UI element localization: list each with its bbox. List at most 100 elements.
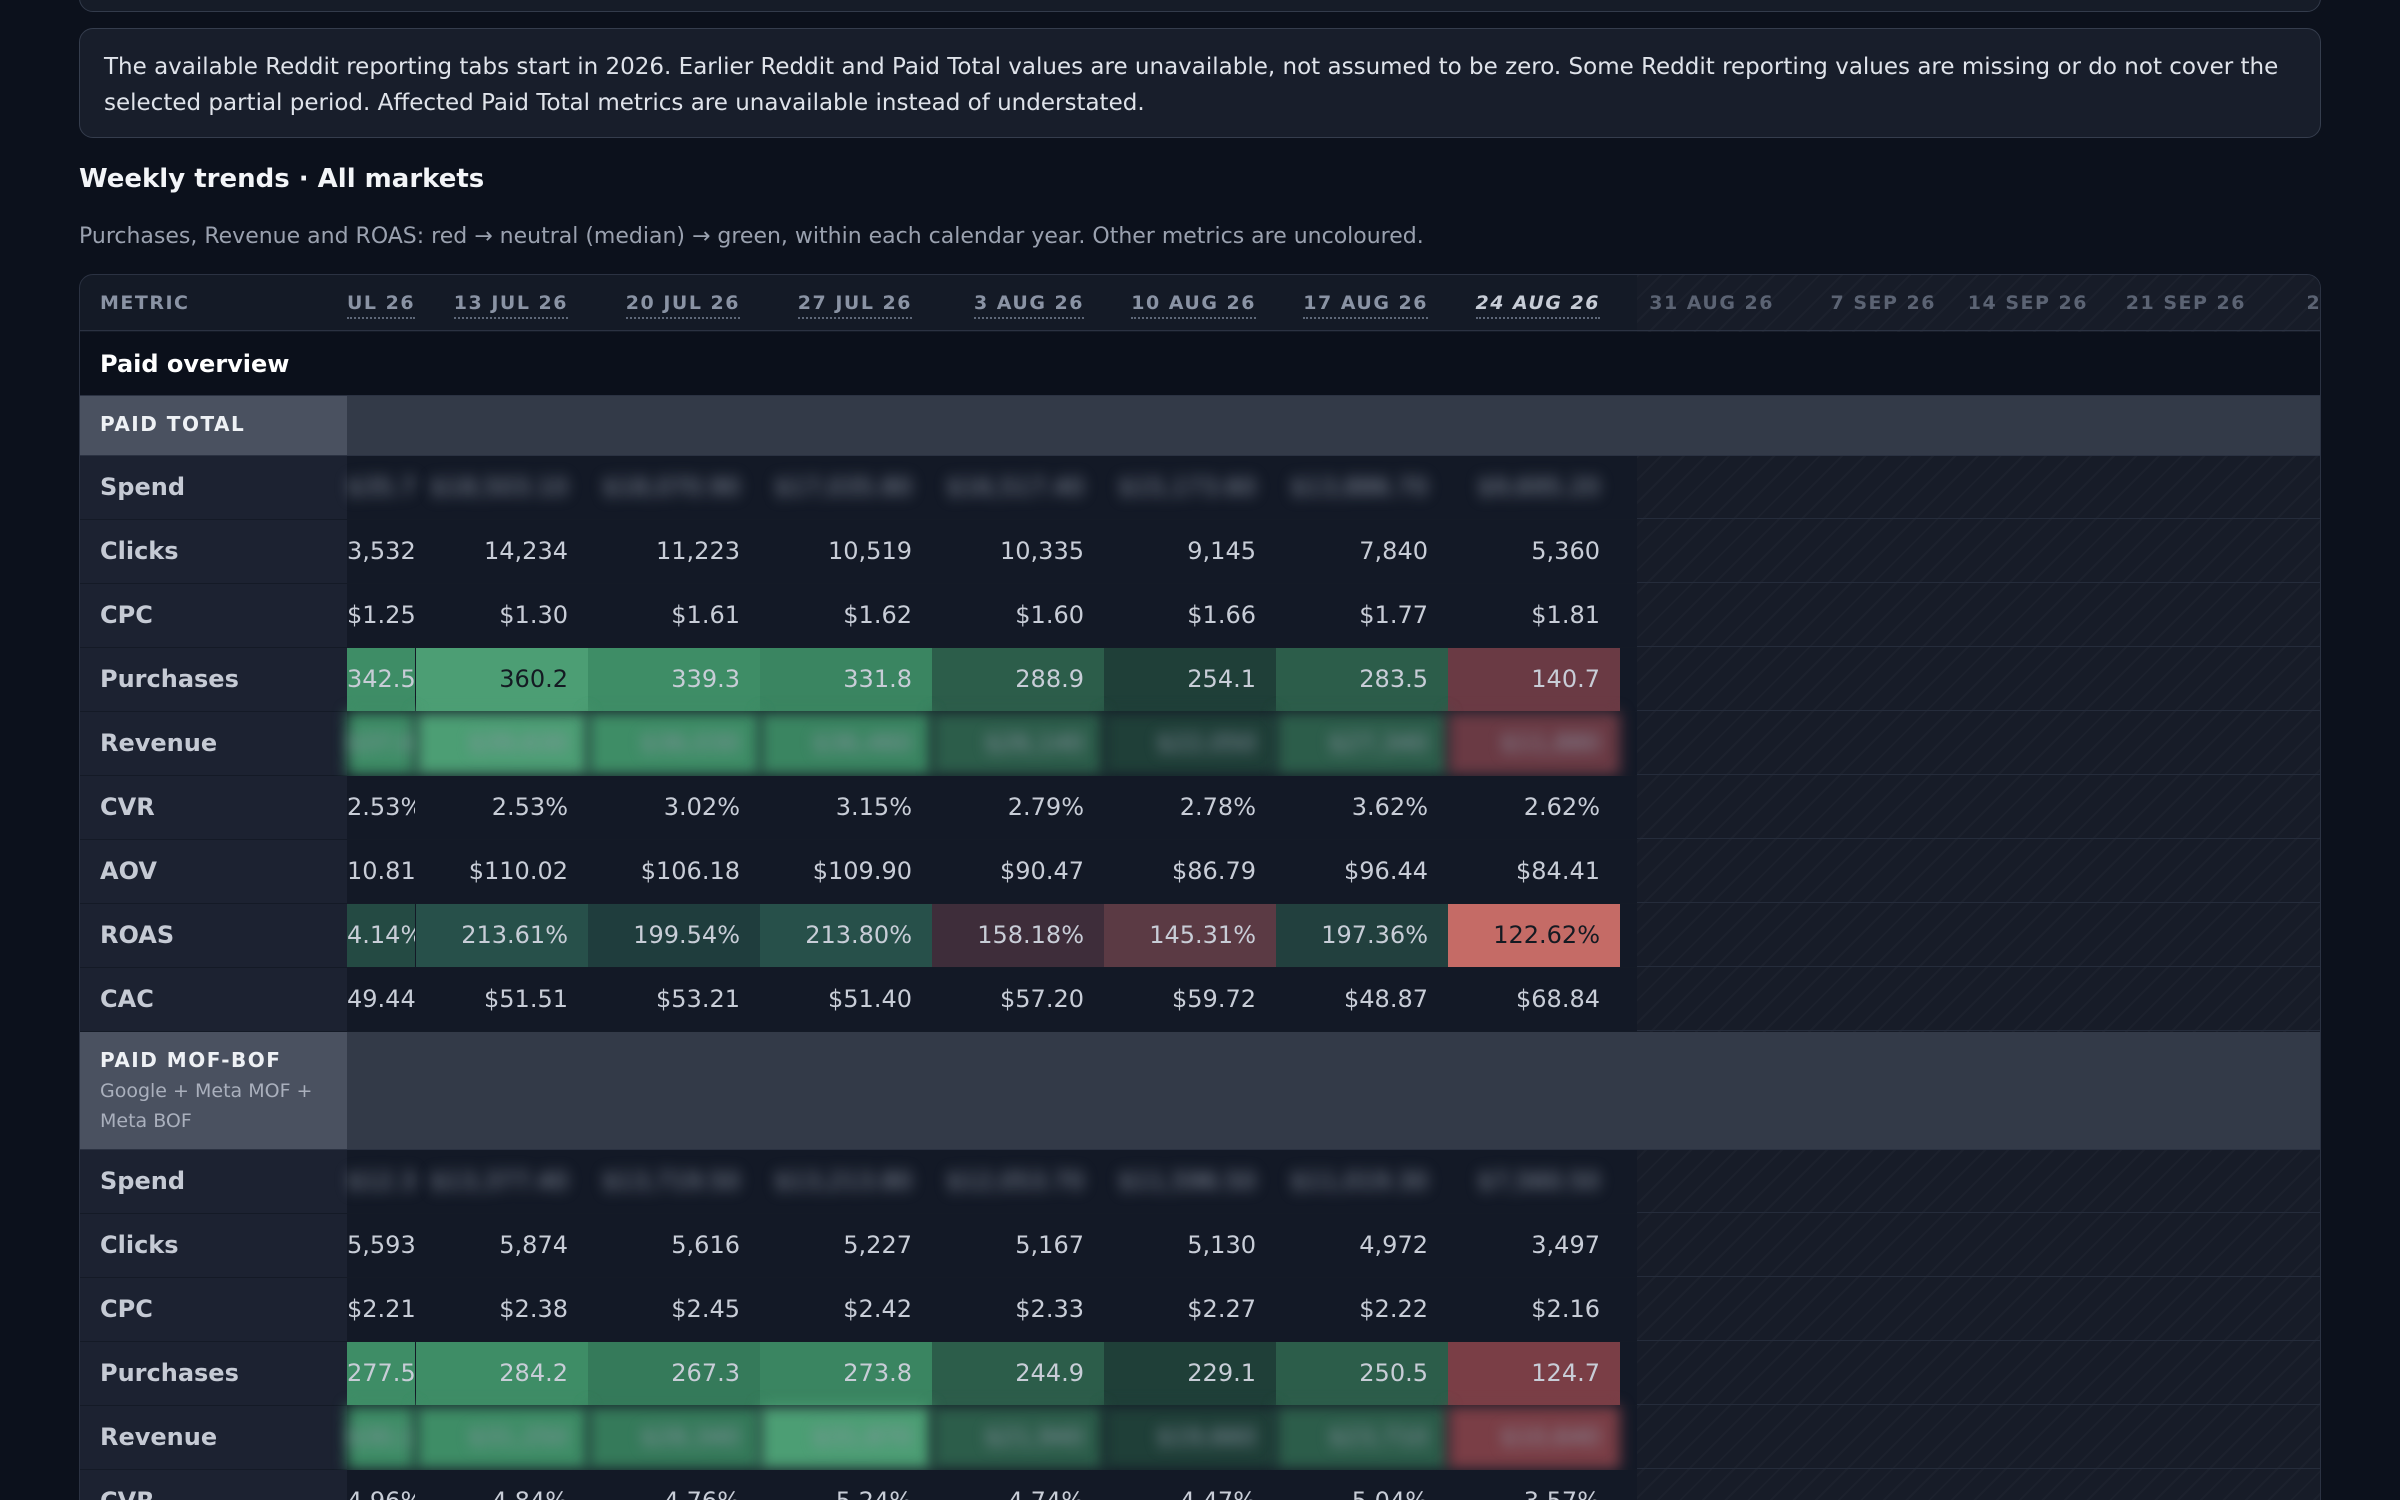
- value-cell[interactable]: 3.15%: [835, 793, 912, 821]
- value-cell[interactable]: $86.79: [1172, 857, 1256, 885]
- week-header-11[interactable]: 21 SEP 26: [2094, 275, 2266, 331]
- value-cell[interactable]: $51.40: [828, 985, 912, 1013]
- value-cell[interactable]: 4.84%: [416, 1470, 588, 1500]
- value-cell[interactable]: 342.5: [347, 665, 415, 693]
- week-header-9[interactable]: 7 SEP 26: [1784, 275, 1956, 331]
- value-cell[interactable]: $1.30: [499, 601, 568, 629]
- value-cell[interactable]: 254.1: [1187, 665, 1256, 693]
- value-cell[interactable]: 11,223: [656, 537, 740, 565]
- value-cell[interactable]: 213.80%: [805, 921, 912, 949]
- value-cell[interactable]: 331.8: [843, 665, 912, 693]
- value-cell[interactable]: 10,335: [1000, 537, 1084, 565]
- value-cell[interactable]: 140.7: [1531, 665, 1600, 693]
- value-cell[interactable]: 2.53%: [491, 793, 568, 821]
- value-cell[interactable]: $31,870: [812, 1423, 912, 1451]
- value-cell[interactable]: $2.33: [1015, 1295, 1084, 1323]
- value-cell[interactable]: 3.62%: [1351, 793, 1428, 821]
- value-cell[interactable]: $22,050: [1156, 729, 1256, 757]
- value-cell[interactable]: 5,227: [843, 1231, 912, 1259]
- value-cell[interactable]: $110.02: [468, 857, 568, 885]
- value-cell[interactable]: 229.1: [1187, 1359, 1256, 1387]
- value-cell[interactable]: $2.21: [347, 1295, 415, 1323]
- value-cell[interactable]: 14,234: [484, 537, 568, 565]
- value-cell[interactable]: 3.57%: [1448, 1470, 1620, 1500]
- value-cell[interactable]: 277.5: [347, 1359, 415, 1387]
- value-cell[interactable]: 9,145: [1187, 537, 1256, 565]
- value-cell[interactable]: $1.81: [1531, 601, 1600, 629]
- value-cell[interactable]: $109.90: [812, 857, 912, 885]
- value-cell[interactable]: 2.79%: [1007, 793, 1084, 821]
- value-cell[interactable]: $1.60: [1015, 601, 1084, 629]
- value-cell[interactable]: $30,150: [347, 1423, 415, 1451]
- value-cell[interactable]: 5,874: [499, 1231, 568, 1259]
- value-cell[interactable]: $21,940: [984, 1423, 1084, 1451]
- value-cell[interactable]: $11,596.50: [1118, 1167, 1256, 1195]
- value-cell[interactable]: 283.5: [1359, 665, 1428, 693]
- value-cell[interactable]: 4.96%: [347, 1470, 415, 1500]
- value-cell[interactable]: 250.5: [1359, 1359, 1428, 1387]
- value-cell[interactable]: 10.81: [347, 857, 415, 885]
- value-cell[interactable]: $2.27: [1187, 1295, 1256, 1323]
- value-cell[interactable]: 213.61%: [461, 921, 568, 949]
- value-cell[interactable]: $27,340: [1328, 729, 1428, 757]
- value-cell[interactable]: 145.31%: [1149, 921, 1256, 949]
- value-cell[interactable]: 3,532: [347, 537, 415, 565]
- week-header-5[interactable]: 10 AUG 26: [1104, 275, 1276, 331]
- value-cell[interactable]: 124.7: [1531, 1359, 1600, 1387]
- value-cell[interactable]: $106.18: [640, 857, 740, 885]
- value-cell[interactable]: $68.84: [1516, 985, 1600, 1013]
- value-cell[interactable]: 5,167: [1015, 1231, 1084, 1259]
- value-cell[interactable]: $18,070.90: [602, 473, 740, 501]
- value-cell[interactable]: 7,840: [1359, 537, 1428, 565]
- value-cell[interactable]: $90.47: [1000, 857, 1084, 885]
- value-cell[interactable]: $13,719.50: [602, 1167, 740, 1195]
- value-cell[interactable]: 10,519: [828, 537, 912, 565]
- value-cell[interactable]: $1.25: [347, 601, 415, 629]
- value-cell[interactable]: $39,630: [468, 729, 568, 757]
- value-cell[interactable]: $51.51: [484, 985, 568, 1013]
- week-header-10[interactable]: 14 SEP 26: [1936, 275, 2108, 331]
- value-cell[interactable]: 5,593: [347, 1231, 415, 1259]
- value-cell[interactable]: $2.16: [1531, 1295, 1600, 1323]
- value-cell[interactable]: $37,640: [347, 729, 415, 757]
- value-cell[interactable]: $31,250: [468, 1423, 568, 1451]
- week-header-2[interactable]: 20 JUL 26: [588, 275, 760, 331]
- value-cell[interactable]: $36,030: [640, 729, 740, 757]
- value-cell[interactable]: $57.20: [1000, 985, 1084, 1013]
- value-cell[interactable]: 284.2: [499, 1359, 568, 1387]
- value-cell[interactable]: 267.3: [671, 1359, 740, 1387]
- value-cell[interactable]: $18,503.10: [430, 473, 568, 501]
- value-cell[interactable]: 4.14%: [347, 921, 415, 949]
- value-cell[interactable]: 197.36%: [1321, 921, 1428, 949]
- value-cell[interactable]: 2.78%: [1179, 793, 1256, 821]
- value-cell[interactable]: 122.62%: [1493, 921, 1600, 949]
- value-cell[interactable]: 2.62%: [1523, 793, 1600, 821]
- value-cell[interactable]: 5.24%: [760, 1470, 932, 1500]
- value-cell[interactable]: 360.2: [499, 665, 568, 693]
- value-cell[interactable]: $48.87: [1344, 985, 1428, 1013]
- value-cell[interactable]: $1.66: [1187, 601, 1256, 629]
- value-cell[interactable]: 4.76%: [588, 1470, 760, 1500]
- value-cell[interactable]: $28,340: [640, 1423, 740, 1451]
- value-cell[interactable]: 49.44: [347, 985, 415, 1013]
- value-cell[interactable]: $84.41: [1516, 857, 1600, 885]
- value-cell[interactable]: $10,640: [1500, 1423, 1600, 1451]
- value-cell[interactable]: $11,880: [1500, 729, 1600, 757]
- value-cell[interactable]: 4.47%: [1104, 1470, 1276, 1500]
- week-header-3[interactable]: 27 JUL 26: [760, 275, 932, 331]
- value-cell[interactable]: $36,460: [812, 729, 912, 757]
- value-cell[interactable]: $1.77: [1359, 601, 1428, 629]
- week-header-1[interactable]: 13 JUL 26: [416, 275, 588, 331]
- value-cell[interactable]: $12.35: [347, 1167, 415, 1195]
- value-cell[interactable]: 5.04%: [1276, 1470, 1448, 1500]
- value-cell[interactable]: $11,019.30: [1290, 1167, 1428, 1195]
- value-cell[interactable]: $17,035.80: [774, 473, 912, 501]
- value-cell[interactable]: $53.21: [656, 985, 740, 1013]
- value-cell[interactable]: 5,130: [1187, 1231, 1256, 1259]
- value-cell[interactable]: $12,053.70: [946, 1167, 1084, 1195]
- week-header-7[interactable]: 24 AUG 26: [1448, 275, 1620, 331]
- week-header-12[interactable]: 28: [2184, 275, 2320, 331]
- week-header-8[interactable]: 31 AUG 26: [1622, 275, 1794, 331]
- value-cell[interactable]: $13,886.70: [1290, 473, 1428, 501]
- value-cell[interactable]: $2.22: [1359, 1295, 1428, 1323]
